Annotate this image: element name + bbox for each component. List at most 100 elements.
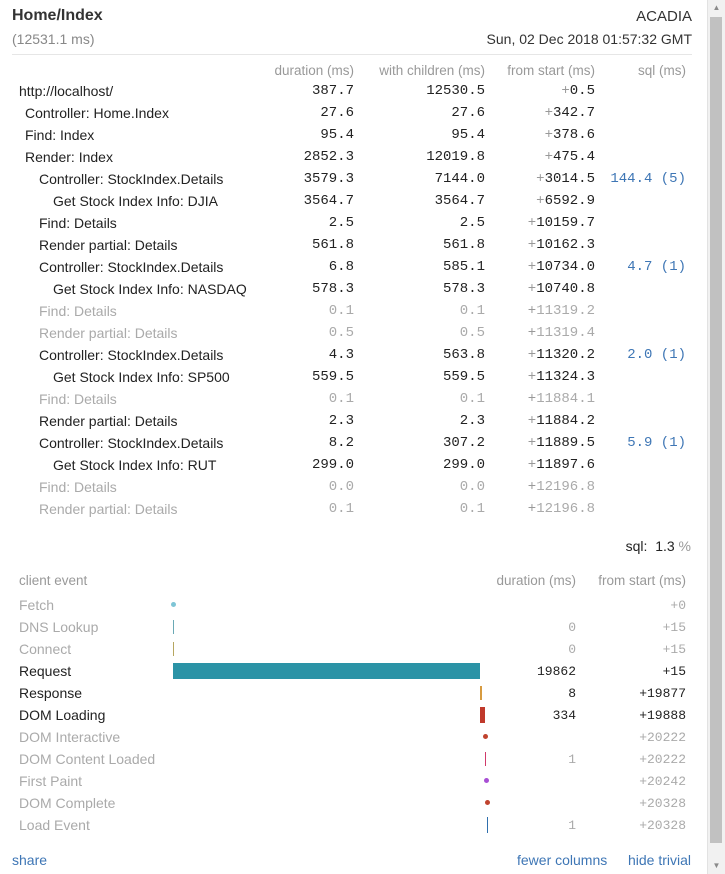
timing-row: Find: Index 95.4 95.4 +378.6 [12, 124, 692, 146]
timing-from-start-value: 11884.2 [536, 413, 595, 429]
client-duration-header: duration (ms) [496, 573, 576, 588]
timing-sql[interactable]: 5.9 (1) [627, 435, 686, 451]
timing-row: Find: Details 0.0 0.0 +12196.8 [12, 476, 692, 498]
timing-name: http://localhost/ [19, 83, 114, 99]
plus-sign: + [544, 105, 553, 121]
sql-percentage-label: sql: [625, 538, 648, 554]
timing-from-start-value: 342.7 [552, 105, 595, 121]
client-event-name: DOM Complete [19, 795, 116, 811]
timing-duration: 4.3 [328, 347, 354, 363]
client-event-row: Fetch +0 [0, 594, 707, 616]
share-link[interactable]: share [12, 852, 48, 868]
timing-with-children: 0.0 [459, 479, 485, 495]
sql-percentage-unit: % [678, 538, 691, 554]
timing-with-children: 2.5 [459, 215, 485, 231]
vertical-scrollbar[interactable]: ▲ ▼ [707, 0, 725, 874]
timing-duration: 299.0 [311, 457, 354, 473]
plus-sign: + [527, 281, 537, 297]
timing-row: Find: Details 0.1 0.1 +11884.1 [12, 388, 692, 410]
timing-with-children: 299.0 [442, 457, 485, 473]
hide-trivial-link[interactable]: hide trivial [628, 852, 692, 868]
client-event-marker [483, 734, 489, 739]
scroll-down-arrow-icon[interactable]: ▼ [712, 861, 721, 870]
timing-with-children: 0.1 [459, 391, 485, 407]
timing-duration: 6.8 [328, 259, 354, 275]
client-event-marker [171, 602, 176, 607]
timing-sql[interactable]: 4.7 (1) [627, 259, 686, 275]
client-event-name: DOM Content Loaded [19, 751, 156, 767]
timing-with-children: 3564.7 [434, 193, 485, 209]
timing-from-start: +11320.2 [491, 344, 601, 366]
timing-from-start: +3014.5 [491, 168, 601, 190]
client-event-bar [486, 817, 488, 833]
client-event-name: First Paint [19, 773, 83, 789]
timing-row: Render partial: Details 561.8 561.8 +10162.… [12, 234, 692, 256]
timing-duration: 3564.7 [303, 193, 354, 209]
timing-name: Find: Details [39, 391, 117, 407]
client-event-from-start: +15 [662, 642, 686, 657]
timing-duration: 2852.3 [303, 149, 354, 165]
timing-name: Controller: StockIndex.Details [39, 171, 224, 187]
header-divider [12, 54, 692, 55]
timings-header-row: duration (ms) with children (ms) from st… [12, 60, 692, 80]
client-event-name: DNS Lookup [19, 619, 99, 635]
timing-row: Controller: StockIndex.Details 6.8 585.1 +1… [12, 256, 692, 278]
scroll-up-arrow-icon[interactable]: ▲ [712, 3, 721, 12]
timing-from-start-value: 12196.8 [536, 501, 595, 517]
client-event-duration: 19862 [536, 664, 576, 679]
timing-with-children: 12019.8 [426, 149, 485, 165]
client-event-header: client event [19, 573, 88, 588]
client-event-row: First Paint +20242 [0, 770, 707, 792]
timing-row: Get Stock Index Info: DJIA 3564.7 3564.7 +6… [12, 190, 692, 212]
scroll-thumb[interactable] [710, 17, 722, 843]
timing-row: Controller: StockIndex.Details 4.3 563.8 +1… [12, 344, 692, 366]
client-event-marker [484, 800, 490, 805]
timing-sql [601, 476, 692, 498]
client-event-from-start: +0 [670, 598, 686, 613]
timing-from-start: +0.5 [491, 80, 601, 102]
timing-duration: 27.6 [320, 105, 354, 121]
client-event-duration: 1 [568, 818, 576, 833]
client-event-name: Request [19, 663, 72, 679]
client-event-from-start: +15 [662, 664, 686, 679]
timing-with-children: 559.5 [442, 369, 485, 385]
timing-duration: 559.5 [311, 369, 354, 385]
timing-duration: 3579.3 [303, 171, 354, 187]
client-event-row: DOM Complete +20328 [0, 792, 707, 814]
timing-from-start: +11324.3 [491, 366, 601, 388]
timing-from-start-value: 378.6 [552, 127, 595, 143]
timing-sql[interactable]: 2.0 (1) [627, 347, 686, 363]
timing-sql [601, 234, 692, 256]
client-event-name: DOM Loading [19, 707, 106, 723]
timing-from-start: +11884.1 [491, 388, 601, 410]
timing-from-start-value: 10734.0 [536, 259, 595, 275]
client-event-row: Response 8 +19877 [0, 682, 707, 704]
client-event-row: DNS Lookup 0 +15 [0, 616, 707, 638]
profiler-popup: Home/Index ACADIA (12531.1 ms) Sun, 02 D… [0, 7, 707, 868]
client-event-from-start: +20328 [639, 796, 686, 811]
timing-from-start: +10162.3 [491, 234, 601, 256]
timing-name: Render partial: Details [39, 501, 178, 517]
timing-from-start-value: 10159.7 [536, 215, 595, 231]
timing-row: Render partial: Details 2.3 2.3 +11884.2 [12, 410, 692, 432]
timing-with-children: 561.8 [442, 237, 485, 253]
timing-sql[interactable]: 144.4 (5) [610, 171, 686, 187]
timing-from-start-value: 11884.1 [536, 391, 595, 407]
fewer-columns-link[interactable]: fewer columns [517, 852, 608, 868]
client-event-bar [480, 707, 486, 723]
plus-sign: + [544, 149, 553, 165]
client-event-from-start: +19877 [639, 686, 686, 701]
client-event-duration: 0 [568, 642, 576, 657]
timing-name: Render partial: Details [39, 325, 178, 341]
timing-row: Controller: StockIndex.Details 8.2 307.2 +1… [12, 432, 692, 454]
plus-sign: + [527, 369, 537, 385]
plus-sign: + [527, 391, 537, 407]
timing-row: Get Stock Index Info: SP500 559.5 559.5 +11… [12, 366, 692, 388]
timing-name: Find: Index [25, 127, 95, 143]
timing-from-start-value: 11889.5 [536, 435, 595, 451]
client-event-bar [485, 752, 487, 766]
timing-from-start-value: 3014.5 [544, 171, 595, 187]
timing-from-start-value: 12196.8 [536, 479, 595, 495]
timing-name: Get Stock Index Info: NASDAQ [53, 281, 247, 297]
client-event-from-start: +19888 [639, 708, 686, 723]
